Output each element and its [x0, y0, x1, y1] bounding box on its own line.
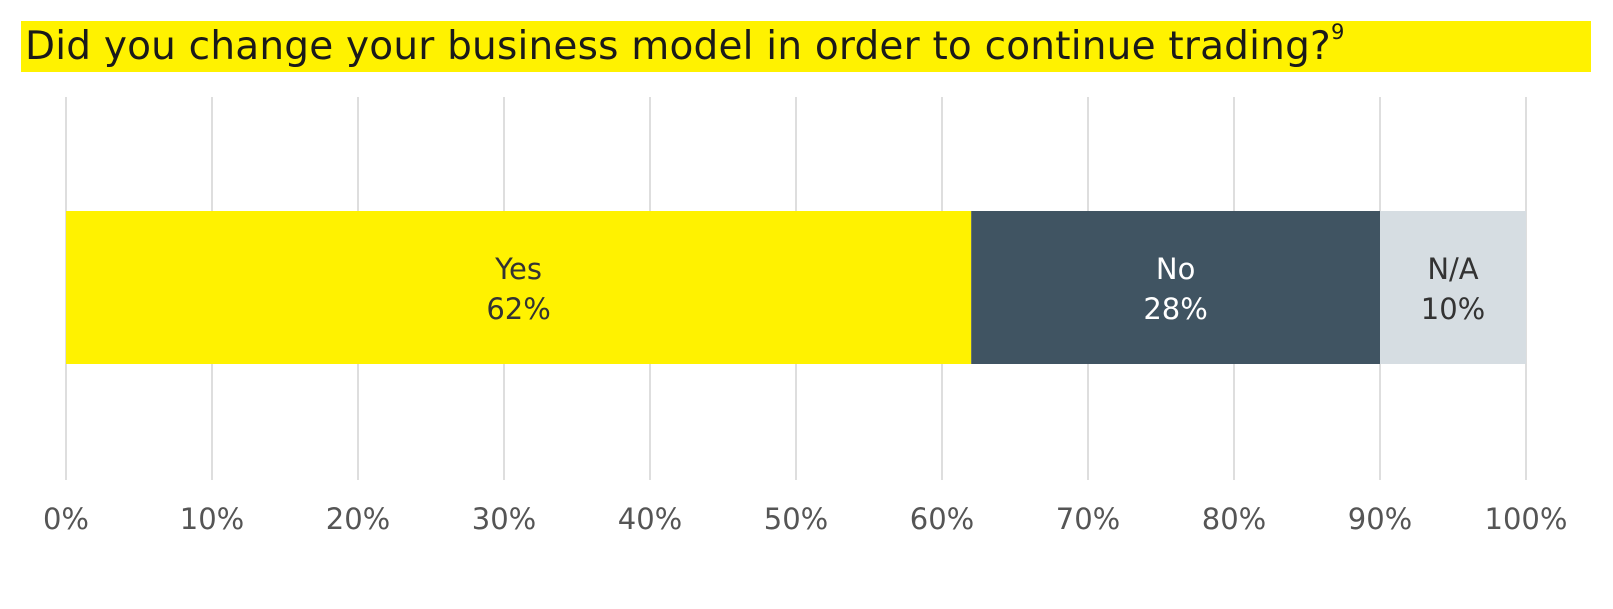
x-tick-label: 60% — [910, 502, 974, 536]
x-tick-label: 0% — [43, 502, 89, 536]
chart-title-text: Did you change your business model in or… — [25, 24, 1331, 69]
title-footnote: 9 — [1330, 20, 1345, 44]
x-tick-label: 80% — [1202, 502, 1266, 536]
bar-segment-yes — [66, 211, 972, 364]
x-tick-label: 90% — [1348, 502, 1412, 536]
chart-title: Did you change your business model in or… — [25, 20, 1345, 69]
x-tick-label: 50% — [764, 502, 828, 536]
x-tick-label: 10% — [180, 502, 244, 536]
x-tick-label: 100% — [1485, 502, 1568, 536]
bar-segment-n-a — [1380, 211, 1526, 364]
segment-name-label: No — [1156, 252, 1195, 286]
bar-segments — [66, 211, 1526, 364]
chart-title-bar: Did you change your business model in or… — [21, 20, 1591, 72]
bar-segment-no — [971, 211, 1380, 364]
x-tick-label: 20% — [326, 502, 390, 536]
segment-value-label: 10% — [1421, 292, 1485, 326]
segment-name-label: Yes — [494, 252, 542, 286]
segment-labels: Yes 62% No 28% N/A 10% — [486, 252, 1485, 326]
segment-name-label: N/A — [1427, 252, 1478, 286]
x-tick-label: 40% — [618, 502, 682, 536]
x-tick-label: 30% — [472, 502, 536, 536]
x-tick-label: 70% — [1056, 502, 1120, 536]
segment-value-label: 28% — [1143, 292, 1207, 326]
segment-value-label: 62% — [486, 292, 550, 326]
x-axis-ticks: 0% 10% 20% 30% 40% 50% 60% 70% 80% 90% 100% — [43, 502, 1567, 536]
